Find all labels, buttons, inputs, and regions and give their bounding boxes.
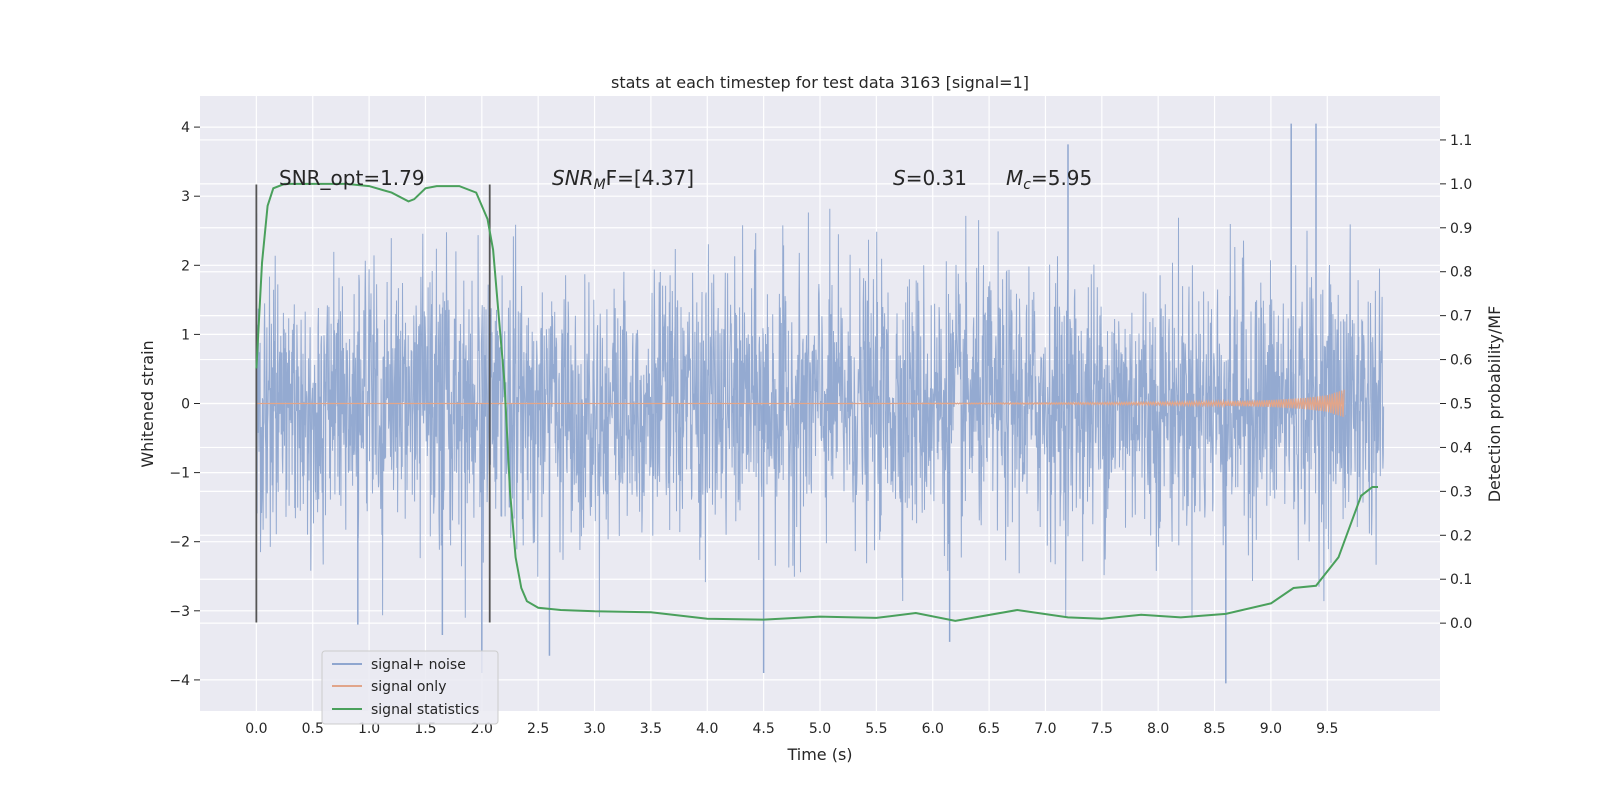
x-tick-label: 6.0	[922, 721, 944, 737]
legend-label-signal-statistics: signal statistics	[371, 702, 479, 718]
signal-noise-series	[255, 123, 1385, 684]
y-right-tick-label: 1.0	[1450, 177, 1472, 193]
x-tick-label: 0.0	[245, 721, 267, 737]
x-tick-label: 9.5	[1316, 721, 1338, 737]
legend-label-signal-noise: signal+ noise	[371, 657, 466, 673]
y-axis-left-label: Whitened strain	[138, 340, 157, 467]
snr-mf-annotation: SNRMF=[4.37]	[552, 166, 694, 193]
s-annotation: S=0.31	[893, 166, 967, 190]
x-tick-label: 8.0	[1147, 721, 1169, 737]
mc-variable: M	[1006, 166, 1023, 190]
mc-value: =5.95	[1031, 166, 1092, 190]
marker-lines	[255, 184, 491, 623]
y-axis-right-label: Detection probability/MF	[1485, 306, 1504, 503]
y-right-tick-label: 0.5	[1450, 397, 1472, 413]
y-right-tick-labels: 1.1 1.0 0.9 0.8 0.7 0.6 0.5 0.4 0.3 0.2 0.1 0.0	[1440, 133, 1472, 632]
signal-statistics-series	[255, 182, 1378, 622]
y-right-tick-label: 0.8	[1450, 265, 1472, 281]
y-right-tick-label: 0.1	[1450, 572, 1472, 588]
x-tick-label: 3.0	[583, 721, 605, 737]
y-left-tick-label: −2	[169, 535, 190, 551]
y-right-tick-label: 0.6	[1450, 353, 1472, 369]
x-tick-label: 4.5	[753, 721, 775, 737]
x-tick-label: 2.5	[527, 721, 549, 737]
y-right-tick-label: 0.2	[1450, 528, 1472, 544]
x-tick-label: 0.5	[302, 721, 324, 737]
x-tick-label: 2.0	[471, 721, 493, 737]
y-left-tick-label: 3	[181, 189, 190, 205]
signal-only-series	[256, 389, 1345, 417]
x-tick-label: 6.5	[978, 721, 1000, 737]
y-left-tick-label: −3	[169, 604, 190, 620]
y-right-tick-label: 0.0	[1450, 616, 1472, 632]
y-left-tick-labels: 4 3 2 1 0 −1 −2 −3 −4	[169, 120, 200, 689]
snr-mf-prefix: SNR	[552, 166, 594, 190]
y-right-tick-label: 0.7	[1450, 309, 1472, 325]
legend-box	[321, 650, 499, 725]
y-left-tick-label: −4	[169, 673, 190, 689]
y-left-tick-label: 4	[181, 120, 190, 136]
x-tick-label: 8.5	[1203, 721, 1225, 737]
y-left-tick-label: 2	[181, 258, 190, 274]
x-tick-label: 3.5	[640, 721, 662, 737]
x-tick-label: 5.0	[809, 721, 831, 737]
x-tick-label: 5.5	[865, 721, 887, 737]
y-right-tick-label: 0.3	[1450, 484, 1472, 500]
y-right-tick-label: 0.4	[1450, 440, 1472, 456]
s-variable: S	[893, 166, 906, 190]
legend-label-signal-only: signal only	[371, 679, 446, 695]
y-right-tick-label: 0.9	[1450, 221, 1472, 237]
mc-subscript: c	[1023, 177, 1031, 193]
x-tick-label: 1.0	[358, 721, 380, 737]
legend: signal+ noise signal only signal statist…	[321, 650, 499, 725]
y-left-tick-label: 0	[181, 397, 190, 413]
snr-mf-value: F=[4.37]	[606, 166, 694, 190]
y-right-tick-label: 1.1	[1450, 133, 1472, 149]
x-tick-label: 1.5	[414, 721, 436, 737]
chart-title: stats at each timestep for test data 316…	[611, 73, 1029, 92]
snr-mf-subscript: M	[594, 177, 606, 193]
signal-noise-trace	[255, 208, 1385, 618]
snr-opt-annotation: SNR_opt=1.79	[279, 166, 425, 190]
signal-only-trace	[256, 389, 1345, 417]
mc-annotation: Mc=5.95	[1006, 166, 1092, 193]
x-tick-labels: 0.0 0.5 1.0 1.5 2.0 2.5 3.0 3.5 4.0 4.5 5.0 5.5 6.0 6…	[245, 721, 1338, 737]
x-axis-label: Time (s)	[786, 745, 852, 764]
y-left-tick-label: −1	[169, 466, 190, 482]
x-tick-label: 9.0	[1260, 721, 1282, 737]
x-tick-label: 7.0	[1034, 721, 1056, 737]
y-left-tick-label: 1	[181, 327, 190, 343]
x-tick-label: 4.0	[696, 721, 718, 737]
x-tick-label: 7.5	[1091, 721, 1113, 737]
s-value: =0.31	[906, 166, 967, 190]
signal-statistics-line	[255, 182, 1378, 622]
